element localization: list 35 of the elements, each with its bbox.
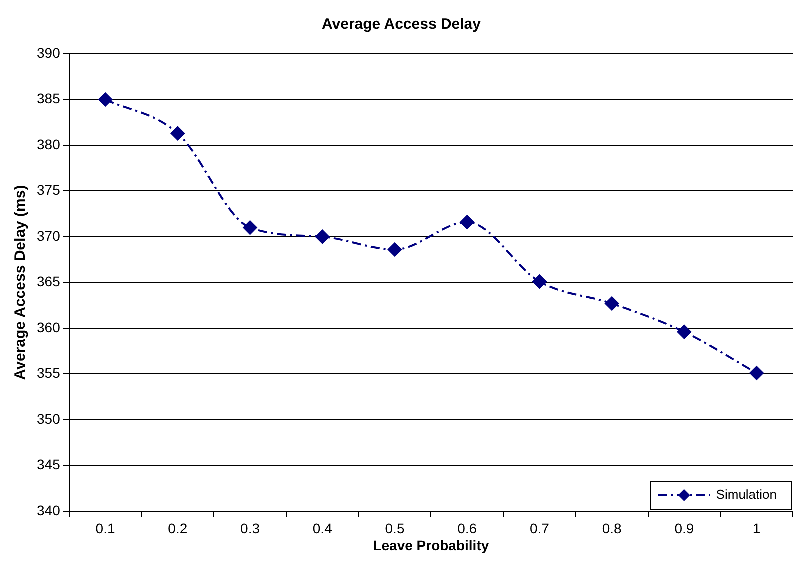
- y-tick-label: 350: [37, 410, 61, 427]
- y-tick-label: 370: [37, 228, 61, 244]
- y-tick-label: 355: [37, 365, 61, 382]
- x-tick-label: 0.8: [602, 520, 622, 537]
- chart-title: Average Access Delay: [322, 16, 482, 34]
- x-tick-label: 1: [752, 520, 761, 537]
- x-tick-label: 0.3: [240, 520, 260, 537]
- point: [750, 366, 764, 380]
- y-axis-title: Average Access Delay (ms): [12, 185, 30, 380]
- y-tick-label: 340: [37, 502, 61, 518]
- point: [243, 220, 258, 235]
- point: [605, 296, 620, 311]
- point: [532, 274, 547, 289]
- legend-label: Simulation: [716, 486, 778, 502]
- y-tick-label: 390: [37, 44, 61, 61]
- y-tick-label: 365: [37, 274, 61, 290]
- x-tick-label: 0.5: [385, 520, 405, 537]
- x-axis-title: Leave Probability: [373, 537, 490, 554]
- x-tick-label: 0.2: [168, 520, 188, 537]
- y-tick-label: 360: [37, 319, 61, 336]
- y-tick-label: 345: [37, 456, 61, 473]
- point: [677, 325, 692, 340]
- x-tick-label: 0.4: [312, 520, 333, 537]
- x-tick-label: 0.9: [674, 520, 694, 537]
- point: [170, 126, 185, 141]
- x-tick-label: 0.7: [530, 520, 550, 537]
- y-tick-label: 380: [37, 136, 61, 152]
- point: [388, 242, 402, 257]
- point: [316, 230, 330, 244]
- point: [460, 215, 474, 230]
- x-tick-label: 0.1: [96, 520, 116, 537]
- point: [98, 92, 113, 107]
- x-tick-label: 0.6: [458, 520, 478, 537]
- y-tick-label: 375: [37, 182, 61, 198]
- y-tick-label: 385: [37, 90, 61, 107]
